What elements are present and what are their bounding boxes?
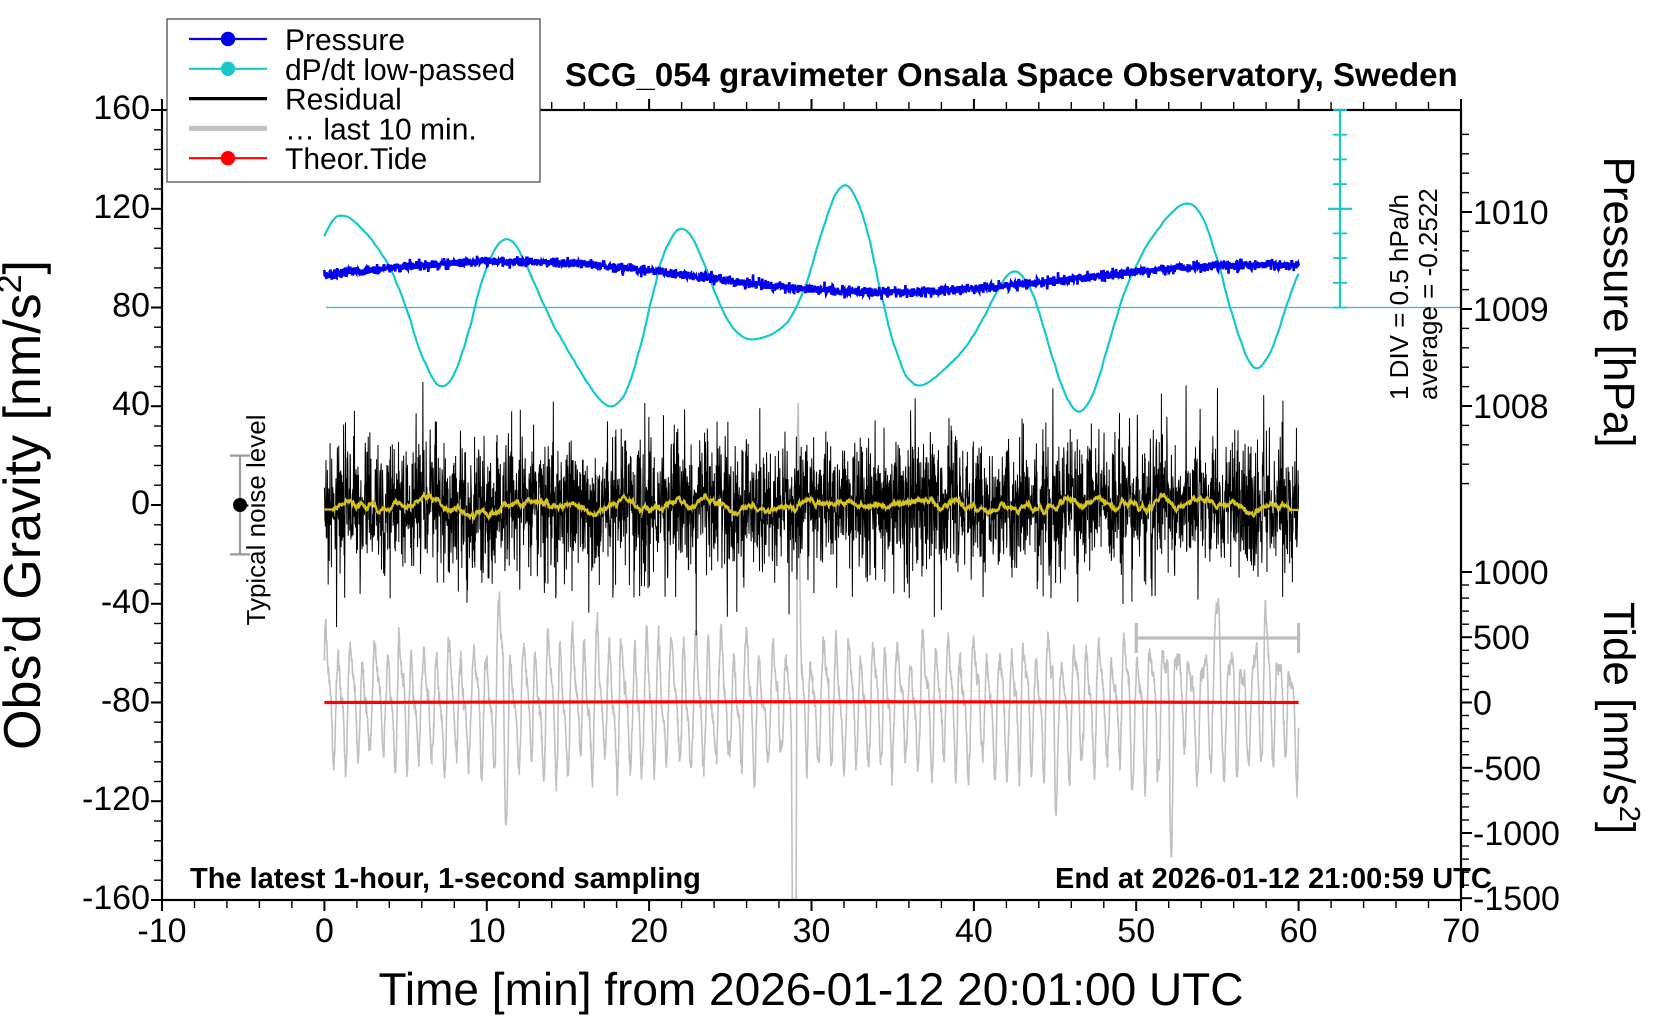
svg-text:dP/dt low-passed: dP/dt low-passed (285, 54, 515, 87)
svg-text:0: 0 (315, 912, 334, 950)
svg-text:1009: 1009 (1473, 291, 1549, 329)
svg-text:SCG_054 gravimeter Onsala Spac: SCG_054 gravimeter Onsala Space Observat… (565, 56, 1458, 93)
svg-text:-1000: -1000 (1473, 815, 1560, 853)
svg-text:-120: -120 (82, 780, 150, 818)
svg-text:-80: -80 (101, 682, 150, 720)
svg-text:The latest 1-hour, 1-second sa: The latest 1-hour, 1-second sampling (190, 863, 701, 895)
svg-text:0: 0 (1473, 685, 1492, 723)
svg-text:500: 500 (1473, 619, 1530, 657)
svg-text:0: 0 (131, 484, 150, 522)
svg-text:50: 50 (1117, 912, 1155, 950)
svg-text:10: 10 (468, 912, 506, 950)
svg-text:1 DIV = 0.5 hPa/h: 1 DIV = 0.5 hPa/h (1384, 194, 1414, 400)
svg-text:-40: -40 (101, 583, 150, 621)
svg-text:Pressure [hPa]: Pressure [hPa] (1594, 156, 1643, 447)
svg-text:30: 30 (793, 912, 831, 950)
svg-text:40: 40 (112, 385, 150, 423)
svg-text:Tide [nm/s2]: Tide [nm/s2] (1594, 602, 1645, 834)
svg-text:60: 60 (1280, 912, 1318, 950)
svg-text:-500: -500 (1473, 750, 1541, 788)
svg-text:120: 120 (93, 188, 150, 226)
svg-text:40: 40 (955, 912, 993, 950)
svg-text:20: 20 (630, 912, 668, 950)
svg-text:Obs’d Gravity [nm/s2]: Obs’d Gravity [nm/s2] (0, 260, 52, 750)
svg-text:… last 10 min.: … last 10 min. (285, 113, 477, 146)
svg-text:Time [min] from 2026-01-12 20:: Time [min] from 2026-01-12 20:01:00 UTC (379, 963, 1244, 1015)
svg-text:Typical noise level: Typical noise level (241, 415, 271, 626)
svg-text:160: 160 (93, 89, 150, 127)
svg-text:Residual: Residual (285, 84, 402, 117)
svg-text:Pressure: Pressure (285, 24, 405, 57)
svg-text:End at 2026-01-12 21:00:59 UTC: End at 2026-01-12 21:00:59 UTC (1055, 863, 1492, 895)
svg-text:average = -0.2522: average = -0.2522 (1413, 188, 1443, 400)
svg-text:1000: 1000 (1473, 554, 1549, 592)
svg-text:Theor.Tide: Theor.Tide (285, 143, 427, 176)
svg-text:-10: -10 (137, 912, 186, 950)
svg-text:80: 80 (112, 287, 150, 325)
svg-text:1010: 1010 (1473, 194, 1549, 232)
svg-text:1008: 1008 (1473, 388, 1549, 426)
